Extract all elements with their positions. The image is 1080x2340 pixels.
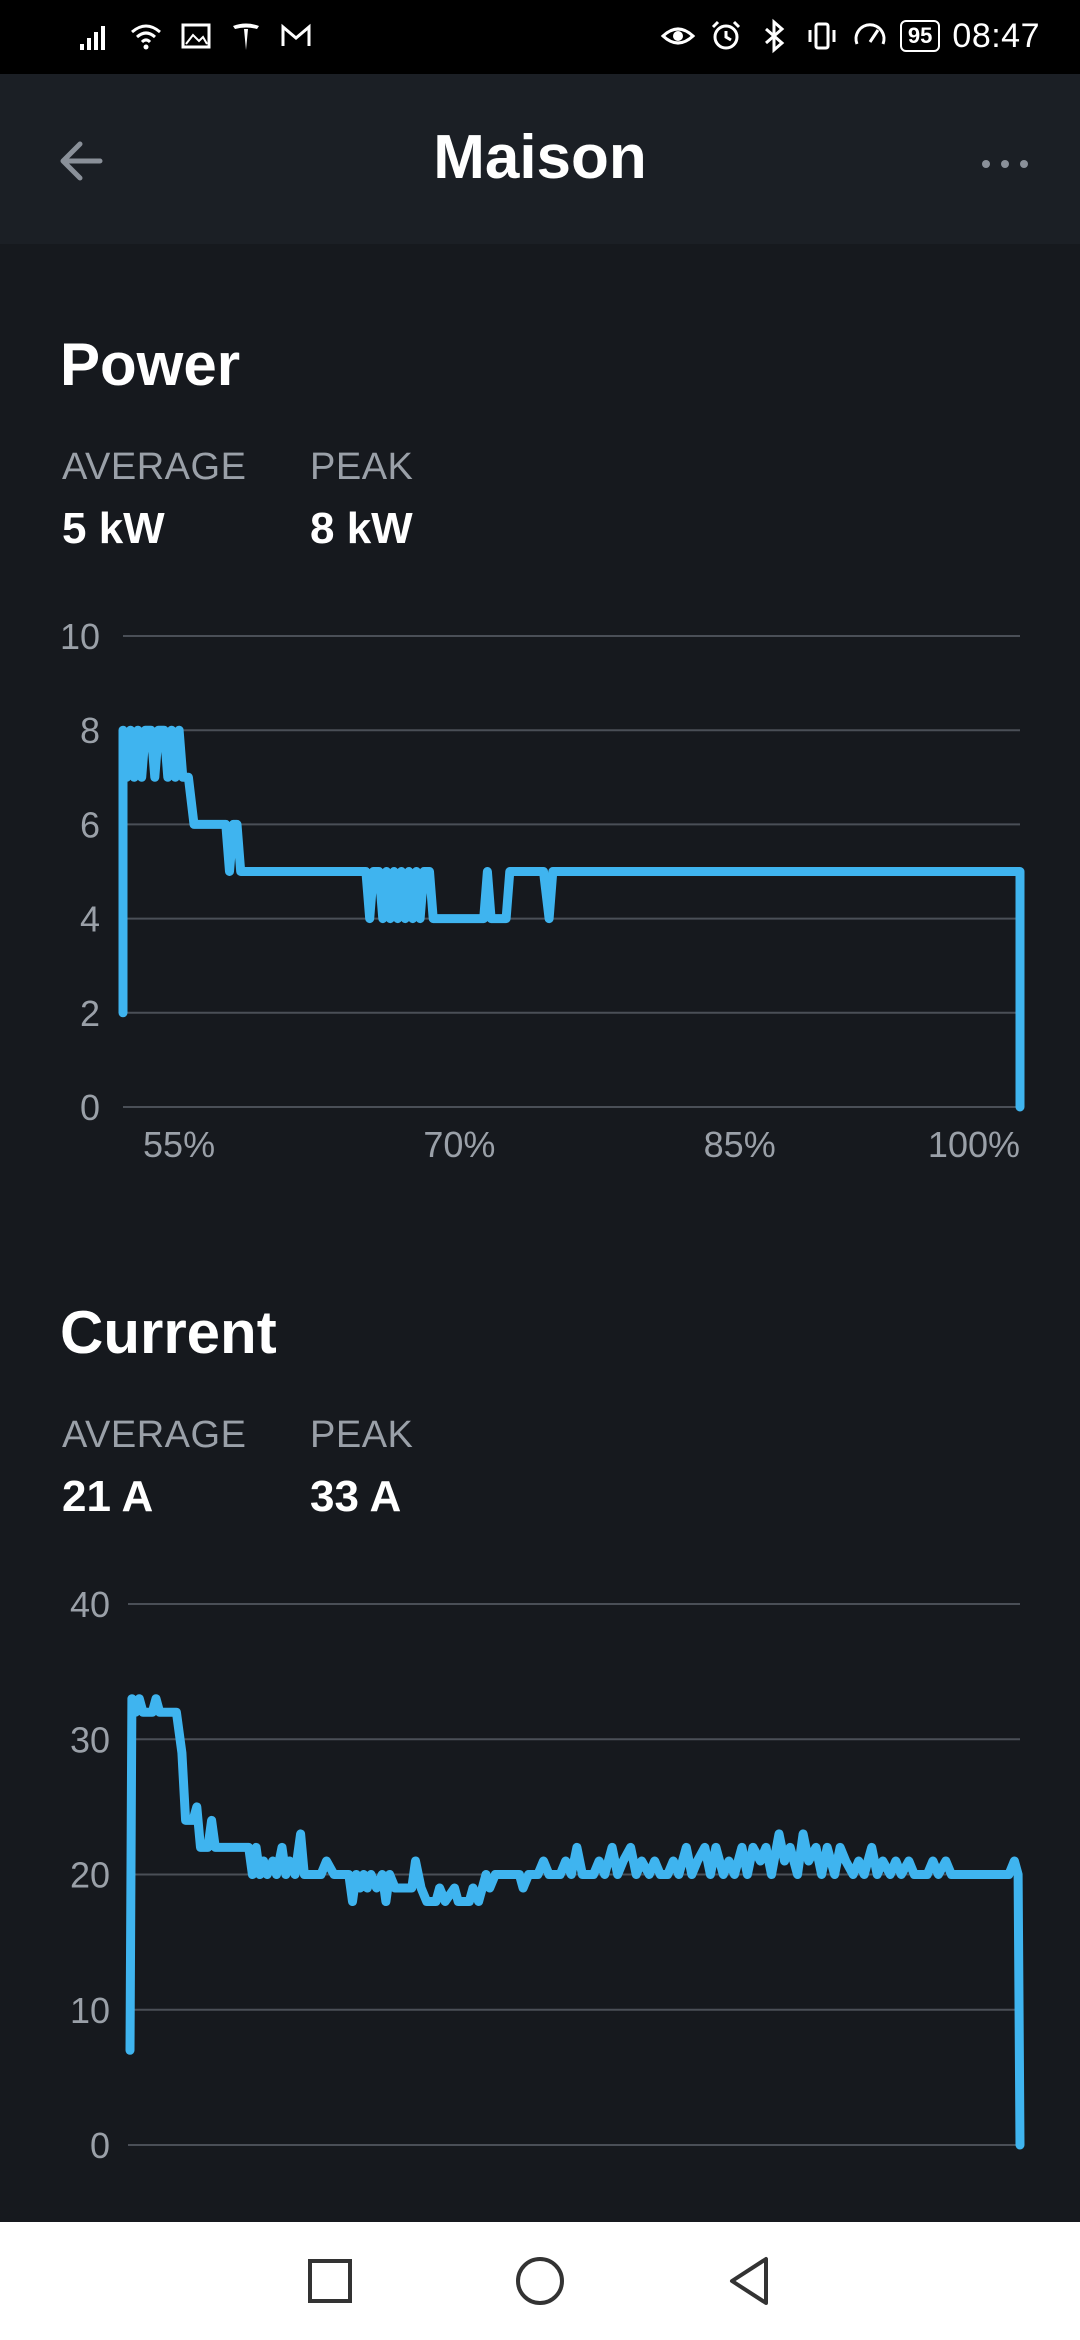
signal-icon [78, 14, 114, 58]
current-chart: 0 10 20 30 40 [70, 1584, 1025, 2166]
square-icon [308, 2259, 352, 2303]
power-title: Power [60, 331, 241, 398]
gmail-icon [278, 14, 314, 58]
wifi-icon [128, 14, 164, 58]
system-navigation-bar [0, 2222, 1080, 2340]
power-chart-series-line [118, 725, 1025, 1112]
app-bar: Maison [0, 74, 1080, 244]
back-button[interactable] [50, 126, 120, 196]
current-peak-value: 33 A [310, 1472, 402, 1521]
power-chart-x-tick-label: 70% [423, 1124, 495, 1165]
battery-indicator: 95 [899, 20, 941, 52]
current-chart-series-line [125, 1694, 1025, 2150]
current-peak-label: PEAK [310, 1414, 414, 1456]
eye-comfort-icon [660, 14, 696, 58]
power-chart-y-tick-label: 0 [80, 1087, 100, 1128]
back-nav-button[interactable] [720, 2251, 780, 2311]
power-chart: 0 2 4 6 8 10 55% 70% 85% 100% [60, 616, 1025, 1165]
current-chart-y-tick-label: 30 [70, 1719, 110, 1760]
power-average-value: 5 kW [62, 504, 165, 553]
alarm-icon [708, 14, 744, 58]
power-chart-y-tick-label: 2 [80, 993, 100, 1034]
power-chart-y-tick-label: 10 [60, 616, 100, 657]
status-clock: 08:47 [952, 16, 1040, 55]
power-peak-value: 8 kW [310, 504, 413, 553]
current-average-label: AVERAGE [62, 1414, 247, 1456]
power-average-label: AVERAGE [62, 446, 247, 488]
status-left-icons [78, 14, 314, 58]
power-chart-x-tick-label: 100% [928, 1124, 1020, 1165]
power-chart-x-tick-label: 55% [143, 1124, 215, 1165]
speedometer-icon [852, 14, 888, 58]
power-chart-y-tick-label: 6 [80, 804, 100, 845]
current-chart-y-tick-label: 0 [90, 2125, 110, 2166]
circle-icon [516, 2257, 564, 2305]
tesla-logo-icon [228, 14, 264, 58]
power-peak-label: PEAK [310, 446, 414, 488]
page-title: Maison [433, 123, 647, 192]
current-chart-y-tick-label: 10 [70, 1990, 110, 2031]
arrow-left-icon [60, 141, 103, 181]
vibrate-icon [804, 14, 840, 58]
power-chart-y-tick-label: 8 [80, 710, 100, 751]
current-title: Current [60, 1299, 277, 1366]
status-bar: 95 08:47 [0, 0, 1080, 74]
more-options-button[interactable] [970, 126, 1040, 196]
current-chart-y-tick-label: 40 [70, 1584, 110, 1625]
power-chart-y-tick-label: 4 [80, 899, 100, 940]
current-chart-y-tick-label: 20 [70, 1855, 110, 1896]
recent-apps-button[interactable] [300, 2251, 360, 2311]
home-button[interactable] [510, 2251, 570, 2311]
power-chart-x-tick-label: 85% [704, 1124, 776, 1165]
current-average-value: 21 A [62, 1472, 154, 1521]
triangle-back-icon [730, 2257, 768, 2305]
image-notification-icon [178, 14, 214, 58]
bluetooth-icon [756, 14, 792, 58]
more-horizontal-icon [982, 160, 1028, 168]
status-right-icons: 95 08:47 [660, 14, 1040, 58]
